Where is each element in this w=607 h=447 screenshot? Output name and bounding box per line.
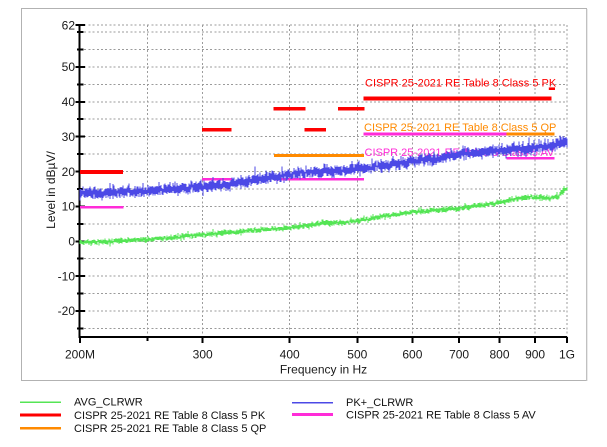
svg-text:CISPR 25-2021 RE Table 8 Class: CISPR 25-2021 RE Table 8 Class 5 QP bbox=[74, 423, 266, 435]
svg-text:CISPR 25-2021 RE Table 8 Class: CISPR 25-2021 RE Table 8 Class 5 PK bbox=[74, 410, 266, 422]
svg-text:600: 600 bbox=[402, 347, 422, 361]
svg-text:Frequency in Hz: Frequency in Hz bbox=[280, 363, 367, 377]
svg-text:700: 700 bbox=[449, 347, 469, 361]
svg-text:CISPR 25-2021 RE Table 8 Class: CISPR 25-2021 RE Table 8 Class 5 AV bbox=[346, 409, 536, 421]
svg-text:CISPR 25-2021 RE Table 8 Class: CISPR 25-2021 RE Table 8 Class 5 PK bbox=[365, 78, 557, 90]
svg-text:200M: 200M bbox=[65, 347, 95, 361]
svg-text:400: 400 bbox=[280, 347, 300, 361]
svg-text:300: 300 bbox=[193, 347, 213, 361]
svg-text:20: 20 bbox=[62, 165, 76, 179]
svg-text:0: 0 bbox=[68, 235, 75, 249]
svg-text:500: 500 bbox=[347, 347, 367, 361]
svg-text:900: 900 bbox=[525, 347, 545, 361]
svg-text:10: 10 bbox=[62, 200, 76, 214]
svg-text:30: 30 bbox=[62, 130, 76, 144]
svg-text:CISPR 25-2021 RE Table 8 Class: CISPR 25-2021 RE Table 8 Class 5 QP bbox=[364, 122, 556, 134]
svg-text:800: 800 bbox=[489, 347, 509, 361]
svg-text:50: 50 bbox=[62, 60, 76, 74]
svg-text:1G: 1G bbox=[559, 347, 575, 361]
svg-text:Level in dBµV/: Level in dBµV/ bbox=[44, 151, 58, 229]
svg-text:-10: -10 bbox=[58, 269, 76, 283]
svg-text:62: 62 bbox=[62, 18, 76, 32]
svg-text:40: 40 bbox=[62, 95, 76, 109]
svg-text:AVG_CLRWR: AVG_CLRWR bbox=[74, 397, 143, 409]
svg-text:PK+_CLRWR: PK+_CLRWR bbox=[346, 397, 413, 409]
svg-text:-20: -20 bbox=[58, 304, 76, 318]
